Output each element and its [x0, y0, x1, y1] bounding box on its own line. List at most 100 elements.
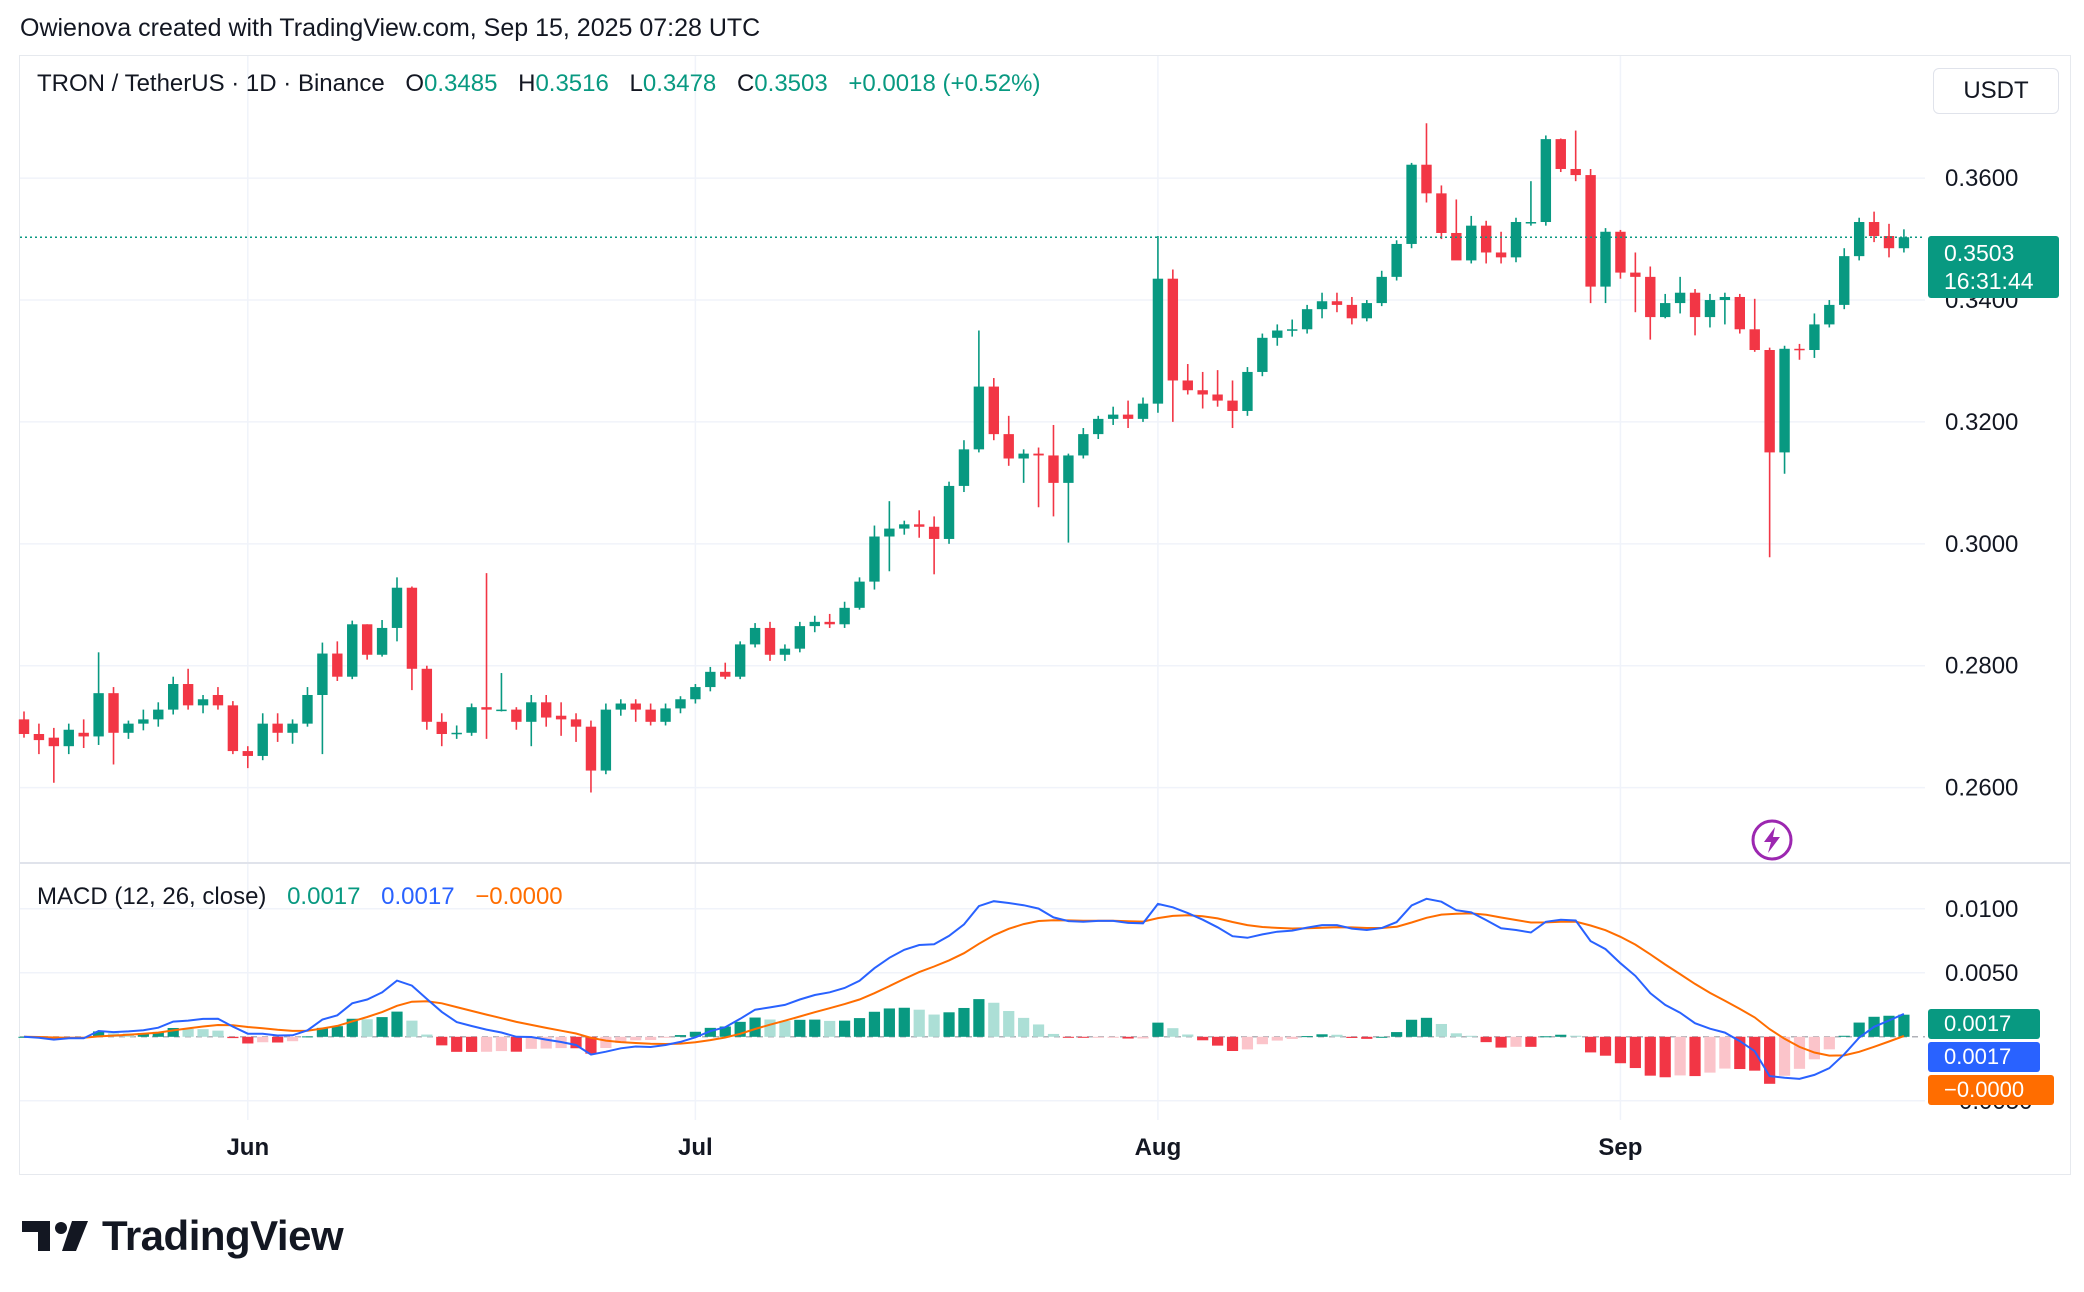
histogram-bar: [570, 1036, 582, 1049]
candle: [734, 641, 746, 680]
chart-frame: [19, 55, 2071, 1175]
histogram-bar: [1465, 1035, 1477, 1037]
candle: [1510, 217, 1522, 263]
candle-body: [123, 723, 134, 733]
candle-body: [1868, 222, 1880, 237]
histogram-bar: [495, 1036, 508, 1052]
candle: [302, 687, 313, 727]
candle: [884, 501, 895, 572]
histogram-bar: [630, 1036, 642, 1041]
histogram-bar: [451, 1036, 463, 1052]
candle-body: [1719, 296, 1731, 301]
candle: [1719, 292, 1731, 325]
open-value: 0.3485: [424, 70, 498, 97]
candle: [600, 703, 612, 775]
candle: [496, 673, 507, 712]
candle: [1287, 319, 1298, 337]
candle-body: [1510, 222, 1522, 258]
candle-body: [749, 627, 761, 645]
histogram-bar: [1480, 1036, 1492, 1043]
candle-body: [794, 626, 806, 649]
candle: [630, 699, 641, 722]
candle: [18, 711, 30, 738]
candle-body: [555, 715, 567, 720]
histogram-bar: [1003, 1011, 1015, 1037]
histogram-bar: [361, 1019, 373, 1037]
histogram-bar: [868, 1011, 881, 1037]
candle: [1242, 367, 1253, 416]
candle-body: [78, 732, 89, 737]
candle: [1257, 333, 1268, 377]
histogram-bar: [1137, 1036, 1149, 1039]
high-label: H: [518, 70, 536, 97]
candle-body: [1600, 231, 1611, 287]
candle: [227, 701, 239, 755]
price-tick-label: 0.3600: [1945, 165, 2018, 192]
currency-button[interactable]: USDT: [1933, 68, 2059, 114]
candle-body: [391, 587, 403, 628]
candle-body: [18, 719, 30, 735]
candle: [153, 702, 164, 727]
histogram-bar: [1555, 1034, 1567, 1037]
candle-body: [705, 671, 716, 688]
candle: [809, 615, 820, 633]
histogram-bar: [1674, 1036, 1686, 1076]
histogram-bar: [1659, 1036, 1671, 1078]
candle: [839, 601, 850, 628]
candle-body: [63, 729, 74, 747]
lightning-icon[interactable]: [1750, 818, 1794, 862]
histogram-bar: [167, 1027, 179, 1037]
candle-body: [1063, 455, 1074, 483]
candle-body: [1555, 139, 1566, 169]
candle: [1331, 292, 1343, 313]
histogram-bar: [719, 1026, 731, 1037]
histogram-bar: [1450, 1033, 1462, 1037]
histogram-bar: [898, 1007, 910, 1037]
histogram-bar: [1316, 1034, 1328, 1037]
time-axis[interactable]: Jun Jul Aug Sep: [226, 1134, 1642, 1161]
histogram-bar: [1241, 1036, 1254, 1050]
candle-body: [1883, 236, 1895, 249]
candle-body: [1212, 394, 1223, 401]
histogram-bar: [809, 1019, 821, 1037]
histogram-bar: [257, 1036, 269, 1043]
histogram-bar: [615, 1036, 627, 1043]
histogram-bar: [779, 1020, 791, 1037]
candle-body: [1436, 193, 1447, 233]
candle-body: [1764, 350, 1775, 453]
histogram-bar: [1331, 1034, 1343, 1037]
candle: [1839, 248, 1850, 310]
candle-body: [1257, 337, 1268, 372]
candle: [794, 621, 806, 653]
candle-body: [1093, 418, 1104, 435]
symbol-name[interactable]: TRON / TetherUS · 1D · Binance: [37, 70, 385, 97]
candle-body: [481, 707, 492, 710]
candle-body: [1674, 292, 1686, 304]
histogram-bar: [376, 1017, 388, 1037]
histogram-bar: [1570, 1035, 1582, 1037]
candle-body: [1152, 278, 1164, 404]
candle-body: [1570, 168, 1581, 176]
candle: [33, 723, 45, 755]
candle-body: [1480, 225, 1492, 253]
histogram-bar: [913, 1009, 925, 1037]
candle-body: [1689, 292, 1701, 318]
histogram-bar: [1271, 1036, 1283, 1041]
candle: [1779, 345, 1790, 474]
candle: [720, 662, 731, 680]
histogram-bar: [1077, 1036, 1089, 1038]
candle: [660, 703, 671, 726]
candle-body: [1615, 231, 1626, 273]
candle-body: [317, 653, 328, 695]
histogram-bar: [928, 1014, 940, 1037]
histogram-bar: [1047, 1033, 1060, 1037]
macd-title[interactable]: MACD (12, 26, close): [37, 883, 267, 910]
candle: [287, 719, 298, 744]
candle: [675, 696, 686, 714]
symbol-legend: TRON / TetherUS · 1D · Binance O0.3485 H…: [37, 70, 1041, 98]
histogram-bar: [1182, 1034, 1194, 1037]
candle-body: [33, 734, 45, 741]
candle-body: [496, 709, 507, 712]
candle: [928, 516, 940, 575]
